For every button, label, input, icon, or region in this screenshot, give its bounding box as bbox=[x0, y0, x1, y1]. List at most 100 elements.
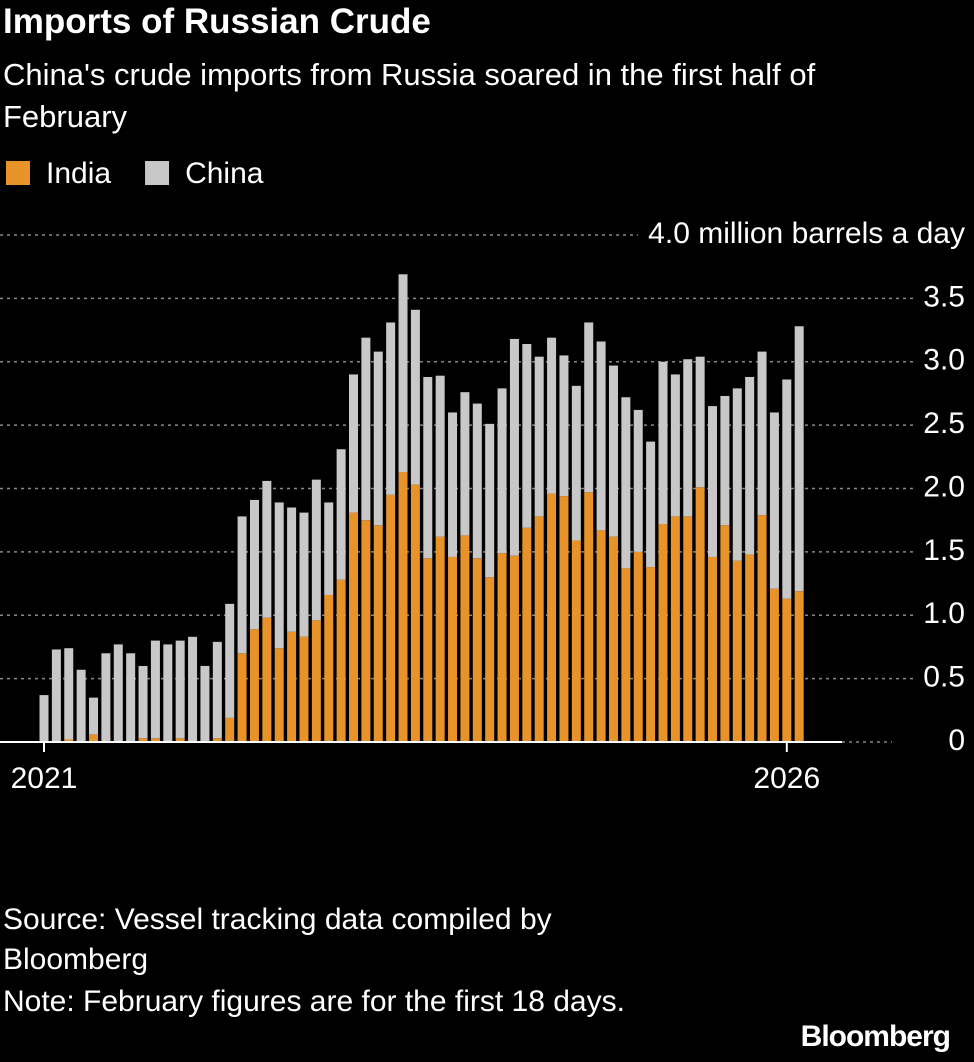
bar-segment bbox=[646, 441, 656, 568]
bar-segment bbox=[435, 375, 445, 537]
bar-segment bbox=[460, 392, 470, 536]
bar-segment bbox=[274, 648, 284, 742]
bar-segment bbox=[708, 556, 718, 742]
y-tick-label: 0 bbox=[948, 724, 965, 757]
bar-segment bbox=[448, 556, 458, 742]
y-tick-label: 1.0 bbox=[923, 597, 965, 630]
bar-segment bbox=[225, 603, 235, 718]
bar-segment bbox=[386, 494, 396, 742]
bar-segment bbox=[769, 412, 779, 589]
bar-segment bbox=[212, 738, 222, 742]
legend-swatch bbox=[6, 161, 30, 185]
note: Note: February figures are for the first… bbox=[3, 985, 625, 1018]
bar-segment bbox=[633, 551, 643, 742]
bar-segment bbox=[237, 516, 247, 654]
bar-segment bbox=[175, 640, 185, 739]
bar-segment bbox=[373, 525, 383, 742]
bar-segment bbox=[782, 379, 792, 599]
bar-segment bbox=[386, 322, 396, 495]
bar-segment bbox=[571, 385, 581, 541]
bar-segment bbox=[423, 558, 433, 742]
bar-segment bbox=[745, 376, 755, 555]
bar-segment bbox=[745, 554, 755, 742]
bar-segment bbox=[163, 644, 173, 742]
bar-segment bbox=[670, 516, 680, 742]
bar-segment bbox=[621, 397, 631, 569]
bar-segment bbox=[708, 406, 718, 557]
bar-segment bbox=[274, 502, 284, 649]
bar-segment bbox=[559, 496, 569, 742]
bar-segment bbox=[349, 374, 358, 513]
bar-segment bbox=[509, 555, 519, 742]
bar-segment bbox=[472, 403, 482, 559]
bar-segment bbox=[646, 567, 656, 742]
legend-label: China bbox=[185, 157, 264, 190]
y-tick-label: 3.0 bbox=[923, 344, 965, 377]
bar-segment bbox=[311, 620, 321, 742]
legend-swatch bbox=[145, 161, 170, 185]
bar-segment bbox=[262, 480, 272, 618]
bar-segment bbox=[101, 653, 111, 742]
bar-segment bbox=[522, 344, 532, 528]
bar-segment bbox=[683, 516, 693, 742]
bar-segment bbox=[584, 492, 594, 742]
bar-segment bbox=[534, 356, 544, 517]
y-tick-label: 2.0 bbox=[923, 470, 965, 503]
bar-segment bbox=[410, 484, 420, 742]
bar-segment bbox=[547, 337, 557, 494]
bar-segment bbox=[794, 326, 804, 592]
bar-segment bbox=[336, 579, 346, 742]
bar-segment bbox=[200, 665, 210, 742]
bar-segment bbox=[237, 653, 247, 742]
bar-segment bbox=[361, 337, 371, 521]
bar-segment bbox=[720, 525, 730, 742]
bar-segment bbox=[497, 388, 507, 554]
bar-segment bbox=[423, 376, 433, 559]
bar-segment bbox=[720, 395, 730, 526]
bar-segment bbox=[349, 512, 358, 742]
bar-segment bbox=[522, 527, 532, 742]
bar-segment bbox=[398, 274, 408, 473]
bar-segment bbox=[769, 588, 779, 742]
bar-segment bbox=[76, 669, 86, 742]
bar-segment bbox=[64, 739, 74, 742]
bar-segment bbox=[608, 536, 618, 742]
bar-segment bbox=[51, 649, 61, 742]
bar-segment bbox=[398, 472, 408, 742]
bar-segment bbox=[497, 553, 507, 742]
bar-segment bbox=[794, 591, 804, 742]
bar-segment bbox=[113, 644, 123, 742]
legend-label: India bbox=[46, 157, 111, 190]
chart-subtitle: China's crude imports from Russia soared… bbox=[3, 57, 816, 134]
bar-segment bbox=[732, 388, 742, 561]
bar-segment bbox=[547, 493, 557, 742]
bar-segment bbox=[324, 594, 334, 742]
bar-segment bbox=[435, 536, 445, 742]
bar-segment bbox=[311, 479, 321, 621]
bar-segment bbox=[509, 338, 519, 556]
bar-segment bbox=[249, 499, 259, 630]
bar-segment bbox=[89, 697, 99, 735]
bar-segment bbox=[757, 515, 767, 742]
bar-segment bbox=[150, 640, 160, 739]
bar-segment bbox=[658, 361, 668, 524]
bar-segment bbox=[126, 653, 136, 742]
bar-segment bbox=[633, 409, 643, 552]
bar-segment bbox=[732, 560, 742, 742]
bar-segment bbox=[150, 738, 160, 742]
bar-segment bbox=[485, 577, 495, 742]
y-tick-label: 4.0 million barrels a day bbox=[648, 217, 965, 250]
bar-segment bbox=[460, 535, 470, 742]
bar-segment bbox=[683, 359, 693, 517]
chart-title: Imports of Russian Crude bbox=[3, 2, 431, 41]
bar-segment bbox=[534, 516, 544, 742]
bar-segment bbox=[670, 374, 680, 517]
bar-segment bbox=[559, 355, 569, 497]
bar-segment bbox=[89, 734, 99, 742]
bar-segment bbox=[361, 520, 371, 742]
x-tick-label: 2026 bbox=[753, 762, 820, 795]
bar-segment bbox=[621, 568, 631, 742]
y-tick-label: 0.5 bbox=[923, 661, 965, 694]
